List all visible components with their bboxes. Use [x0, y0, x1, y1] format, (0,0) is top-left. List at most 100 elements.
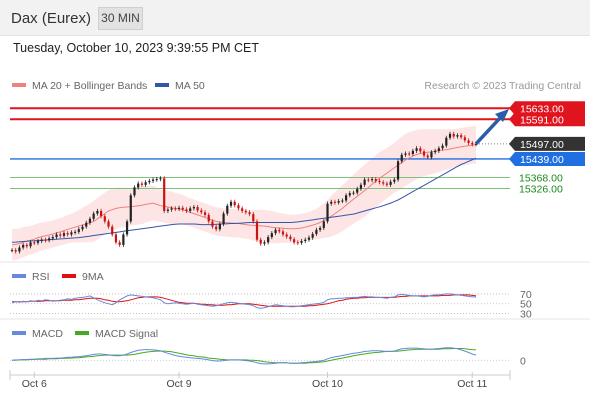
level-tag-15591.00 [509, 112, 585, 127]
candle-body [445, 137, 448, 146]
candle-body [81, 226, 84, 230]
candle-body [215, 226, 218, 230]
candle-body [185, 209, 188, 211]
legend-rsi-ma: 9MA [62, 271, 104, 283]
candle-body [419, 148, 422, 152]
candle-body [270, 233, 273, 238]
ma50-label: MA 50 [175, 80, 205, 92]
chart-datetime: Tuesday, October 10, 2023 9:39:55 PM CET [13, 41, 259, 55]
candle-body [10, 250, 14, 252]
candle-body [229, 201, 233, 206]
candle-body [374, 179, 377, 181]
candle-body [467, 140, 470, 144]
candle-body [460, 135, 463, 138]
candle-body [144, 182, 147, 185]
candle-body [77, 229, 80, 232]
candle-body [99, 210, 103, 217]
candle-body [88, 218, 92, 223]
macd-swatch [12, 331, 26, 336]
level-label-15497.00: 15497.00 [520, 139, 564, 151]
ma20-label: MA 20 + Bollinger Bands [32, 80, 148, 92]
level-label-15326.00: 15326.00 [519, 183, 563, 195]
candle-body [181, 207, 184, 210]
candle-body [129, 195, 132, 222]
candle-body [155, 179, 158, 181]
candle-body [422, 151, 426, 156]
time-tick-label: Oct 6 [22, 378, 47, 390]
candle-body [393, 179, 396, 182]
candle-body [85, 222, 88, 227]
candle-body [237, 205, 240, 209]
candle-body [333, 201, 337, 203]
macd-signal-line [12, 348, 477, 364]
rsi-label: RSI [32, 271, 50, 283]
instrument-name: Dax (Eurex) [11, 10, 92, 27]
candle-body [218, 224, 221, 230]
candle-body [311, 233, 314, 238]
candle-body [396, 161, 400, 180]
ma20-swatch [12, 83, 26, 88]
candle-body [226, 205, 229, 214]
candle-body [74, 231, 77, 233]
candle-body [92, 213, 95, 219]
candle-body [411, 150, 414, 155]
candle-body [408, 153, 411, 155]
ma50-swatch [155, 83, 169, 88]
candle-body [263, 242, 266, 244]
candle-body [203, 212, 207, 215]
legend-macd: MACD [12, 328, 63, 340]
candle-body [367, 179, 370, 181]
candle-body [293, 239, 296, 243]
candle-body [244, 210, 247, 213]
candle-body [18, 247, 21, 252]
candle-body [344, 195, 348, 201]
candle-body [107, 221, 110, 227]
candle-body [315, 229, 318, 234]
forecast-arrow-head [495, 108, 509, 122]
candle-body [274, 229, 277, 234]
candle-body [285, 234, 288, 237]
candle-body [114, 234, 118, 243]
level-tag-15633.00 [509, 101, 585, 116]
candle-body [322, 221, 325, 228]
level-label-15368.00: 15368.00 [519, 173, 563, 185]
candle-body [241, 208, 244, 211]
candle-body [125, 221, 129, 235]
candle-body [36, 241, 40, 243]
macd-line [11, 347, 477, 365]
candle-body [389, 181, 392, 185]
candle-body [140, 183, 144, 185]
credit-text: Research © 2023 Trading Central [424, 80, 581, 92]
rsi-tick-label: 50 [520, 299, 532, 311]
candle-body [196, 207, 199, 211]
candle-body [96, 210, 99, 214]
candle-body [200, 210, 203, 213]
candle-body [252, 214, 255, 222]
candle-body [448, 133, 452, 138]
candle-body [66, 233, 69, 235]
candle-body [25, 244, 28, 247]
candle-body [348, 193, 351, 196]
candle-body [456, 135, 459, 137]
level-label-15439.00: 15439.00 [520, 154, 564, 166]
candle-body [341, 200, 344, 202]
candle-body [400, 154, 403, 162]
candle-body [163, 178, 166, 211]
candle-body [122, 234, 125, 245]
candle-body [463, 137, 466, 141]
rsi-tick-label: 70 [520, 289, 532, 301]
timeframe-button[interactable]: 30 MIN [98, 7, 143, 30]
candle-body [159, 178, 162, 180]
candle-body [222, 213, 225, 225]
candle-body [307, 237, 311, 240]
candle-body [267, 237, 270, 243]
candle-body [170, 208, 173, 210]
candle-body [177, 207, 181, 209]
candle-body [151, 179, 155, 181]
macd-signal-swatch [75, 331, 89, 336]
candle-body [14, 250, 17, 252]
candle-body [304, 239, 307, 242]
candle-body [352, 192, 355, 194]
candle-body [111, 226, 114, 235]
